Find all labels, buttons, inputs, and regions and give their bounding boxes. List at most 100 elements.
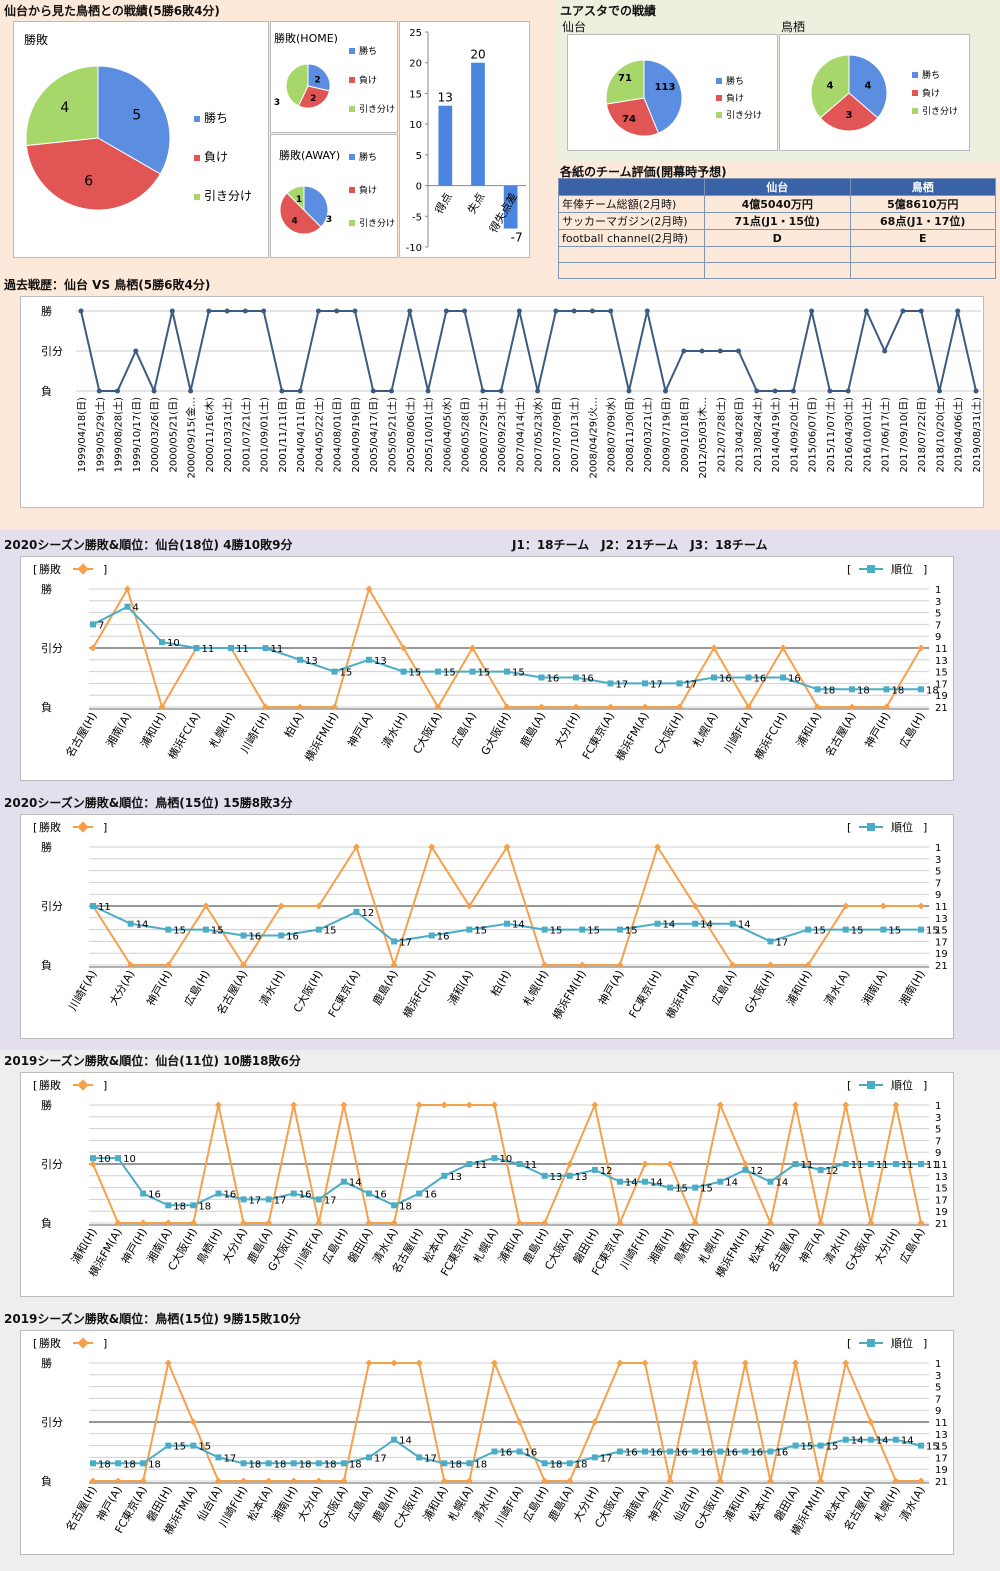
x-tick-label: 2016/10/01(土) xyxy=(860,397,873,473)
result-point xyxy=(490,1101,498,1109)
x-tick-label: 広島(A) xyxy=(448,710,479,750)
rank-tick-label: 1 xyxy=(935,1359,941,1370)
away-pie-box: 勝敗(AWAY) 3 4 1 勝ち 負け 引き分け xyxy=(270,134,398,258)
history-point xyxy=(480,388,486,394)
rank-value-label: 17 xyxy=(374,1453,387,1464)
x-tick-label: 神戸(H) xyxy=(862,710,894,751)
category-label: 失点 xyxy=(465,191,487,217)
rank-value-label: 15 xyxy=(675,1184,688,1195)
history-point xyxy=(407,308,413,314)
pie-title: 勝敗(HOME) xyxy=(274,31,338,45)
rank-point xyxy=(842,1436,849,1443)
rank-value-label: 16 xyxy=(249,932,262,943)
rank-value-label: 16 xyxy=(775,1448,788,1459)
result-point xyxy=(428,843,436,851)
x-tick-label: 2000/03/26(日) xyxy=(150,397,161,473)
result-point xyxy=(330,703,339,711)
rank-tick-label: 9 xyxy=(935,890,941,901)
x-tick-label: 2001/03/31(土) xyxy=(221,397,234,473)
legend-swatch xyxy=(349,154,355,160)
rank-value-label: 14 xyxy=(851,1436,864,1447)
y-tick-label: 勝 xyxy=(41,1098,52,1112)
x-tick-label: 1999/10/17(日) xyxy=(132,397,143,473)
legend-marker xyxy=(77,821,89,833)
x-tick-label: 2019/08/31(土) xyxy=(970,397,983,473)
rank-value-label: 16 xyxy=(286,932,299,943)
x-tick-label: 2013/04/28(日) xyxy=(735,397,746,473)
rank-tick-label: 21 xyxy=(935,1477,948,1488)
history-point xyxy=(827,388,833,394)
rank-point xyxy=(366,1454,372,1461)
history-point xyxy=(169,308,175,314)
eval-cell: D xyxy=(704,229,851,247)
result-point xyxy=(516,1418,524,1426)
rank-tick-label: 1 xyxy=(935,585,941,596)
rank-value-label: 11 xyxy=(236,644,249,655)
rank-point xyxy=(538,674,545,681)
eval-cell xyxy=(849,246,996,263)
rank-tick-label: 9 xyxy=(935,1406,941,1417)
legend-bracket: ] xyxy=(923,821,927,834)
rank-value-label: 18 xyxy=(148,1459,161,1470)
rank-point xyxy=(159,639,165,646)
history-point xyxy=(279,388,285,394)
legend-swatch xyxy=(912,108,918,114)
pie-value-label: 5 xyxy=(132,108,141,124)
x-tick-label: FC東京(A) xyxy=(579,710,617,762)
legend-label: 勝ち xyxy=(204,110,228,125)
rank-value-label: 17 xyxy=(424,1453,437,1464)
rank-value-label: 15 xyxy=(826,1442,839,1453)
result-point xyxy=(716,1101,724,1109)
x-tick-label: 2018/10/20(土) xyxy=(933,397,946,473)
legend-label: 勝敗 xyxy=(39,820,61,834)
rank-value-label: 16 xyxy=(581,674,594,685)
x-tick-label: 清水(H) xyxy=(379,710,410,750)
home-pie-box: 勝敗(HOME) 2 2 3 勝ち 負け 引き分け xyxy=(270,21,398,133)
rank-value-label: 15 xyxy=(813,926,826,937)
rank-tick-label: 5 xyxy=(935,1383,941,1394)
history-point xyxy=(206,308,212,314)
rank-point xyxy=(366,1190,372,1197)
legend-label: 引き分け xyxy=(359,104,395,115)
history-point xyxy=(334,308,340,314)
result-point xyxy=(490,1359,498,1367)
rank-tick-label: 13 xyxy=(935,656,948,667)
rank-point xyxy=(767,1448,774,1455)
history-point xyxy=(443,308,449,314)
x-tick-label: 浦和(A) xyxy=(446,968,476,1008)
bar-value-label: 13 xyxy=(438,91,453,105)
y-tick-label: 勝 xyxy=(41,582,52,596)
x-tick-label: 2009/03/21(土) xyxy=(641,397,654,473)
result-point xyxy=(882,703,891,711)
goals-bar-box: -10 -5 0 5 10 15 20 25 13 得点 20 失点 -7 得失点差 xyxy=(399,21,530,258)
legend-swatch xyxy=(716,112,722,118)
y-tick-label: -10 xyxy=(406,243,422,254)
result-point xyxy=(89,1160,97,1168)
y-tick-label: -5 xyxy=(412,212,422,223)
result-point xyxy=(503,843,511,851)
history-point xyxy=(736,348,742,354)
rank-point xyxy=(817,1442,824,1449)
legend-swatch xyxy=(349,220,355,226)
rank-point xyxy=(115,1460,122,1467)
history-point xyxy=(809,308,815,314)
rank-point xyxy=(466,926,473,933)
stadium-label-tosu: 鳥栖 xyxy=(781,20,806,34)
rank-value-label: 18 xyxy=(349,1459,362,1470)
rank-point xyxy=(240,932,247,939)
result-point xyxy=(766,961,774,969)
rank-value-label: 18 xyxy=(173,1201,186,1212)
result-point xyxy=(365,585,373,593)
legend-swatch xyxy=(194,116,200,122)
rank-tick-label: 3 xyxy=(935,597,941,608)
rank-point xyxy=(742,1166,749,1173)
rank-tick-label: 7 xyxy=(935,1136,941,1147)
history-point xyxy=(936,388,942,394)
rank-tick-label: 13 xyxy=(935,1172,948,1183)
rank-value-label: 18 xyxy=(926,685,939,696)
result-point xyxy=(127,961,135,969)
rank-point xyxy=(441,1172,448,1179)
history-point xyxy=(535,388,541,394)
rank-value-label: 13 xyxy=(550,1172,563,1183)
